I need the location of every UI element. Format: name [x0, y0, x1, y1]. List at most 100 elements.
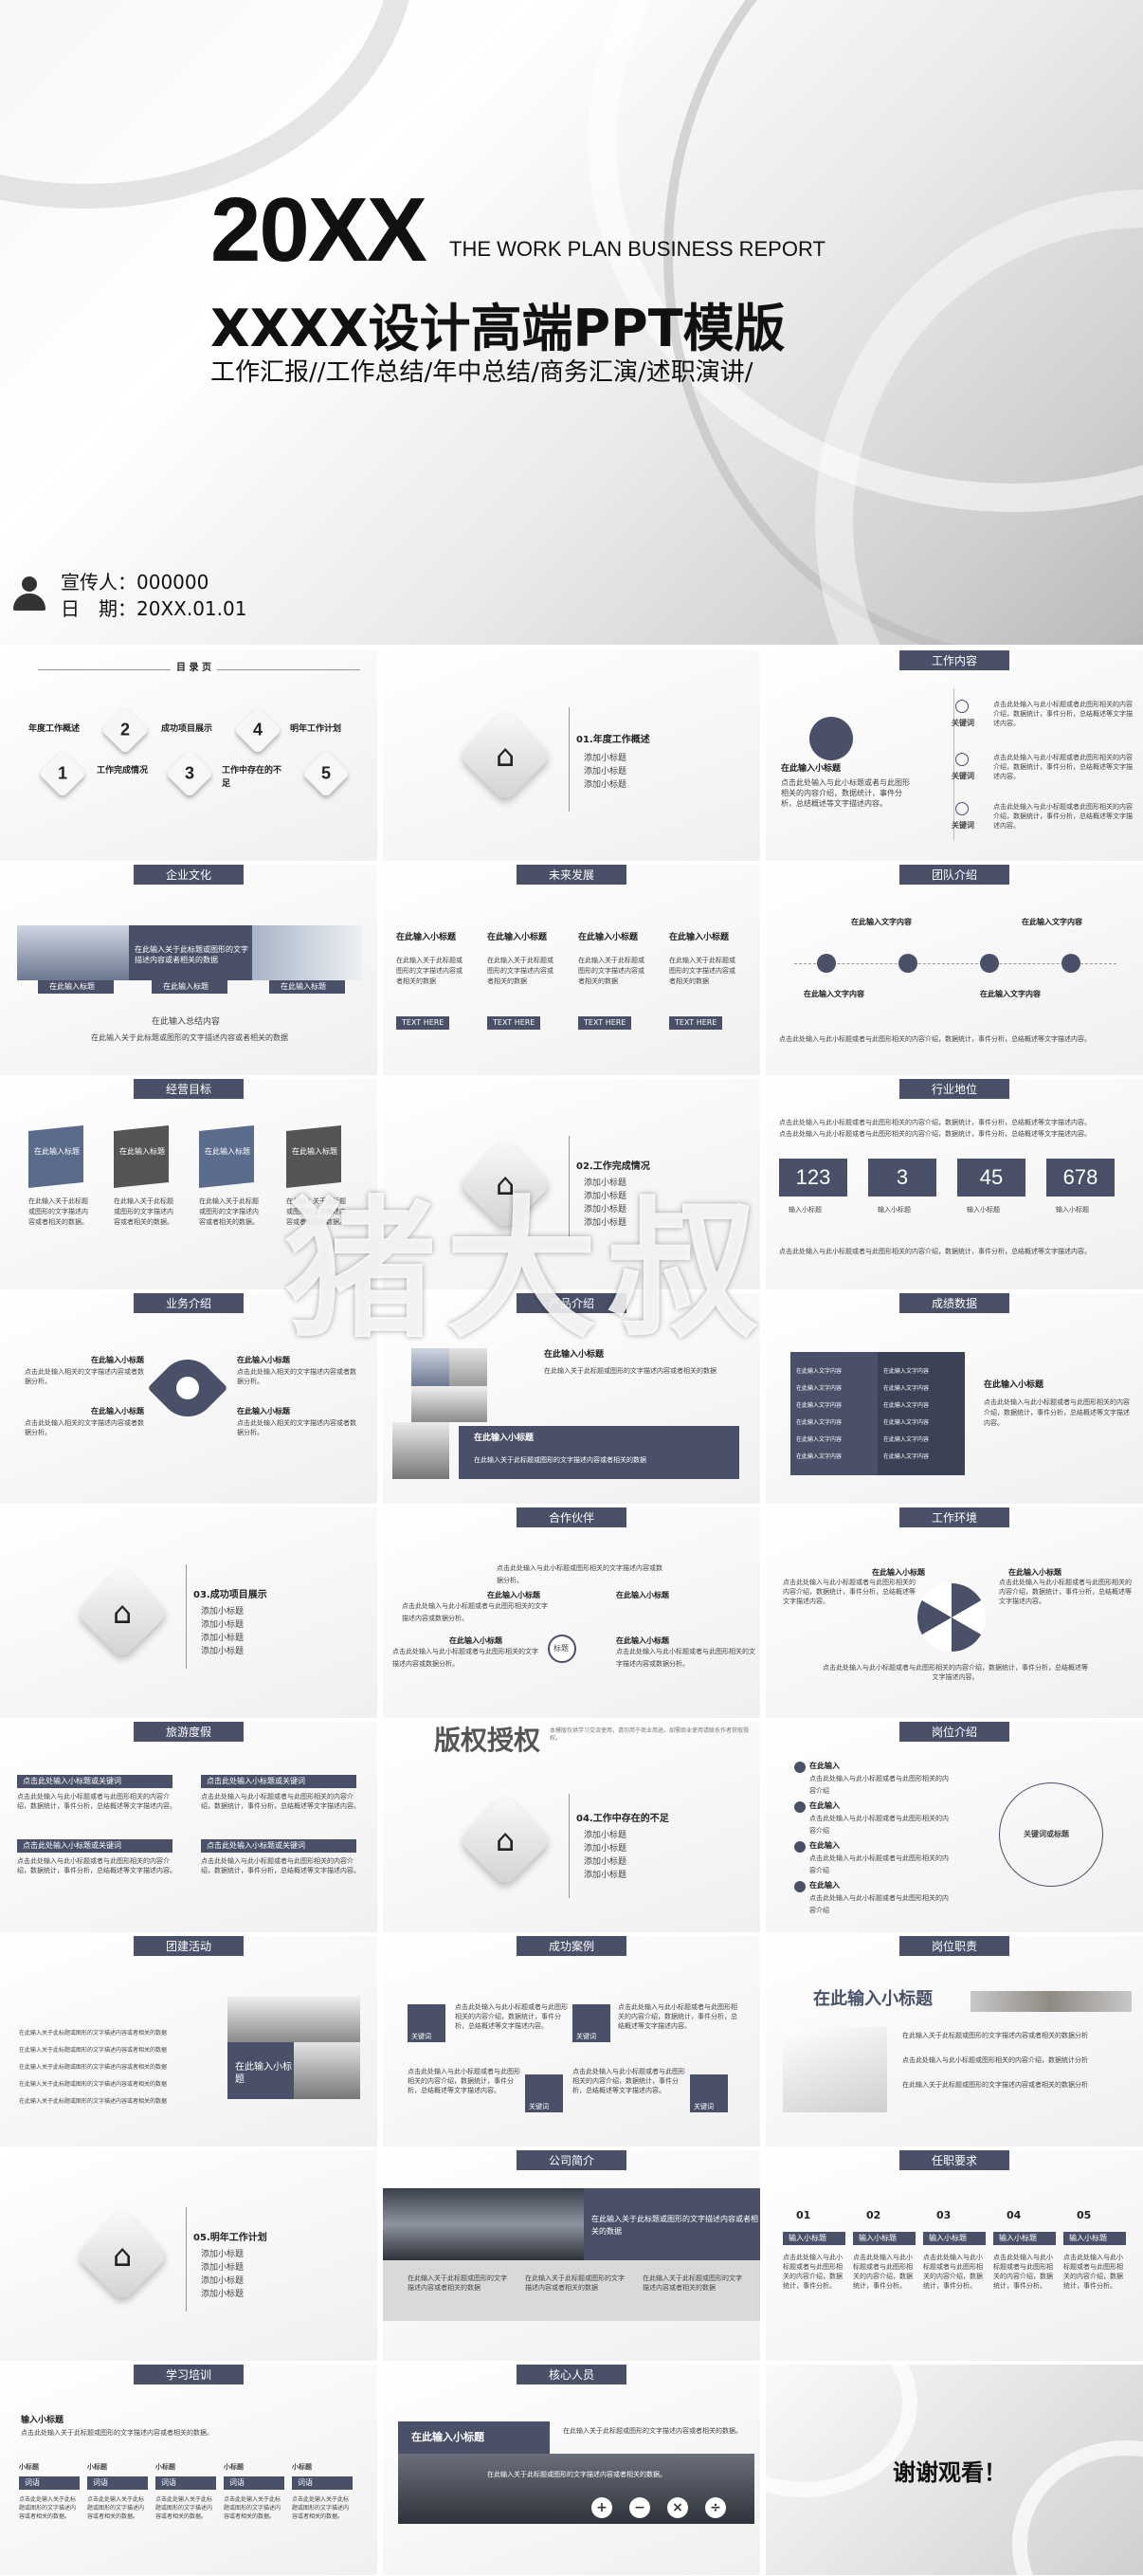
result-item: 在此输入文字内容: [796, 1402, 843, 1409]
slide-title: 学习培训: [133, 2365, 245, 2384]
stat-label: 输入小标题: [967, 1206, 1000, 1214]
training-col: 小标题: [292, 2463, 312, 2471]
tab-chip: [38, 980, 114, 994]
col-text: 在此输入关于此标题或图形的文字描述内容或者相关的数据: [578, 957, 644, 985]
cover-tags: 工作汇报//工作总结/年中总结/商务汇演/述职演讲/: [210, 358, 753, 387]
toc-number: 5: [301, 749, 351, 798]
minus-icon[interactable]: −: [629, 2497, 650, 2518]
position-dot: [794, 1762, 806, 1773]
slide-title: 任职要求: [898, 2150, 1010, 2170]
section-title: 03.成功项目展示: [193, 1590, 267, 1600]
core-slide: 核心人员 在此输入小标题 在此输入关于此标题或图形的文字描述内容或者相关的数据。…: [383, 2365, 760, 2575]
req-number: 01: [796, 2209, 811, 2221]
divide-icon[interactable]: ÷: [705, 2497, 726, 2518]
text-here-button[interactable]: TEXT HERE: [396, 1016, 450, 1030]
cover-year: 20XX: [210, 179, 427, 281]
partner-sub: 在此输入小标题: [449, 1636, 502, 1645]
slide-title: 工作内容: [898, 650, 1010, 670]
slide-title: 合作伙伴: [516, 1507, 627, 1527]
positions-slide: 岗位介绍 在此输入 点击此处输入与此小标题或者与此图形相关的内容介绍 在此输入 …: [766, 1722, 1143, 1932]
req-label: 输入小标题: [783, 2232, 845, 2245]
col-text: 在此输入关于此标题或图形的文字描述内容或者相关的数据: [396, 957, 463, 985]
duties-strip-photo: [971, 1991, 1132, 2012]
section-bullet: 添加小标题: [201, 2290, 245, 2299]
slide-title: 工作环境: [898, 1507, 1010, 1527]
slide-title: 行业地位: [898, 1079, 1010, 1099]
results-text: 点击此处输入与此小标题或者与此图形相关的内容介绍，数据统计，事件分析，总结概述等…: [984, 1398, 1130, 1427]
case-text: 点击此处输入与此小标题或者与此图形相关的内容介绍，数据统计，事件分析，总结概述等…: [408, 2068, 520, 2094]
multiply-icon[interactable]: ×: [667, 2497, 688, 2518]
decorative-wave: [1012, 2440, 1143, 2575]
case-key: 关键词: [529, 2103, 549, 2110]
team-photo: [449, 1348, 487, 1386]
position-title: 在此输入: [809, 1881, 840, 1890]
travel-text: 点击此处输入与此小标题或者与此图形相关的内容介绍，数据统计，事件分析，总结概述等…: [17, 1793, 176, 1810]
partner-sub: 在此输入小标题: [616, 1591, 669, 1599]
intro-text: 点击此处输入与此小标题或者与此图形相关的内容介绍，数据统计，事件分析，总结概述等…: [779, 1130, 1091, 1138]
keyword-dot: [955, 802, 969, 815]
toc-number: 3: [165, 749, 214, 798]
text-here-button[interactable]: TEXT HERE: [487, 1016, 541, 1030]
partner-text: 点击此处输入与此小标题或者与此图形相关的文字描述内容或数据分析。: [402, 1602, 548, 1622]
result-item: 在此输入文字内容: [796, 1385, 843, 1392]
env-sub: 在此输入小标题: [1008, 1568, 1061, 1577]
team-activity-slide: 团建活动 在此输入关于此标题或图形的文字描述内容或者相关的数据 在此输入关于此标…: [0, 1936, 377, 2147]
business-sub: 在此输入小标题: [91, 1407, 144, 1416]
result-item: 在此输入文字内容: [883, 1419, 930, 1426]
clover-center: [176, 1377, 199, 1399]
result-item: 在此输入文字内容: [796, 1419, 843, 1426]
keyword-text: 点击此处输入与此小标题或者此图形相关的内容介绍，数据统计，事件分析，总结概述等文…: [993, 754, 1133, 780]
slide-title: 成绩数据: [898, 1293, 1010, 1313]
date-text: 日 期：20XX.01.01: [61, 597, 247, 620]
goal-label: 在此输入标题: [34, 1147, 80, 1156]
text-here-button[interactable]: TEXT HERE: [578, 1016, 632, 1030]
duties-photo: [783, 2027, 887, 2112]
result-item: 在此输入文字内容: [883, 1453, 930, 1460]
cover-meta: 宣传人：000000 日 期：20XX.01.01: [61, 569, 246, 622]
col-title: 在此输入小标题: [578, 933, 639, 942]
position-text: 点击此处输入与此小标题或者与此图形相关的内容介绍: [809, 1815, 949, 1835]
section-bullet: 添加小标题: [584, 1831, 627, 1840]
business-sub: 在此输入小标题: [237, 1356, 290, 1364]
travel-chip: 点击此处输入小标题或关键词: [17, 1839, 172, 1853]
intro-text: 点击此处输入与此小标题或者与此图形相关的内容介绍，数据统计，事件分析，总结概述等…: [779, 1119, 1091, 1126]
toc-label: 工作完成情况: [97, 766, 149, 776]
section-slide-5: ⌂ 05.明年工作计划 添加小标题 添加小标题 添加小标题 添加小标题: [0, 2150, 377, 2361]
toc-label: 年度工作概述: [28, 724, 81, 734]
section-bullet: 添加小标题: [584, 1857, 627, 1867]
travel-text: 点击此处输入与此小标题或者与此图形相关的内容介绍，数据统计，事件分析，总结概述等…: [17, 1857, 176, 1874]
industry-slide: 行业地位 点击此处输入与此小标题或者与此图形相关的内容介绍，数据统计，事件分析，…: [766, 1079, 1143, 1289]
activity-tag: [227, 2042, 294, 2099]
team-footer: 点击此处输入与此小标题或者与此图形相关的内容介绍，数据统计，事件分析，总结概述等…: [779, 1035, 1091, 1043]
training-col: 小标题: [19, 2463, 39, 2471]
section-slide-2: ⌂ 02.工作完成情况 添加小标题 添加小标题 添加小标题 添加小标题: [383, 1079, 760, 1289]
summary-text: 在此输入关于此标题或图形的文字描述内容或者相关的数据: [91, 1033, 288, 1042]
position-text: 点击此处输入与此小标题或者与此图形相关的内容介绍: [809, 1775, 949, 1795]
mic-icon: [980, 954, 999, 973]
slide-title: 核心人员: [516, 2365, 627, 2384]
activity-tag-label: 在此输入小标题: [235, 2062, 292, 2085]
business-text: 点击此处输入相关的文字描述内容或者数据分析。: [237, 1419, 356, 1436]
training-row: 词语: [155, 2476, 216, 2490]
person-icon: [13, 576, 45, 612]
goals-slide: 经营目标 在此输入标题 在此输入关于此标题或图形的文字描述内容或者相关的数据。 …: [0, 1079, 377, 1289]
activity-bullet: 在此输入关于此标题或图形的文字描述内容或者相关的数据: [19, 2098, 168, 2105]
partner-slide: 合作伙伴 点击此处输入与此小标题或图形相关的文字描述内容或数据分析。 在此输入小…: [383, 1507, 760, 1718]
tab-label: 在此输入标题: [49, 982, 95, 991]
goal-label: 在此输入标题: [292, 1147, 337, 1156]
req-text: 点击此处输入与此小标题或者与此图形相关的内容介绍，数据统计，事件分析。: [1063, 2254, 1123, 2290]
section-bullet: 添加小标题: [584, 1844, 627, 1854]
stat-number: 45: [957, 1159, 1025, 1197]
stat-label: 输入小标题: [1056, 1206, 1089, 1214]
col-title: 在此输入小标题: [487, 933, 548, 942]
duties-line: 点击此处输入与此小标题或图形相关的内容介绍，数据统计分析: [902, 2056, 1088, 2064]
section-bullet: 添加小标题: [201, 2276, 245, 2286]
travel-chip: 点击此处输入小标题或关键词: [201, 1775, 356, 1788]
text-here-button[interactable]: TEXT HERE: [669, 1016, 723, 1030]
plus-icon[interactable]: +: [591, 2497, 612, 2518]
case-key-box: [572, 2004, 610, 2042]
company-banner-text: 在此输入关于此标题或图形的文字描述内容或者相关的数据: [591, 2215, 758, 2236]
partner-sub: 在此输入小标题: [616, 1636, 669, 1645]
col-title: 在此输入小标题: [396, 933, 457, 942]
section-slide-1: ⌂ 01.年度工作概述 添加小标题 添加小标题 添加小标题: [383, 650, 760, 861]
